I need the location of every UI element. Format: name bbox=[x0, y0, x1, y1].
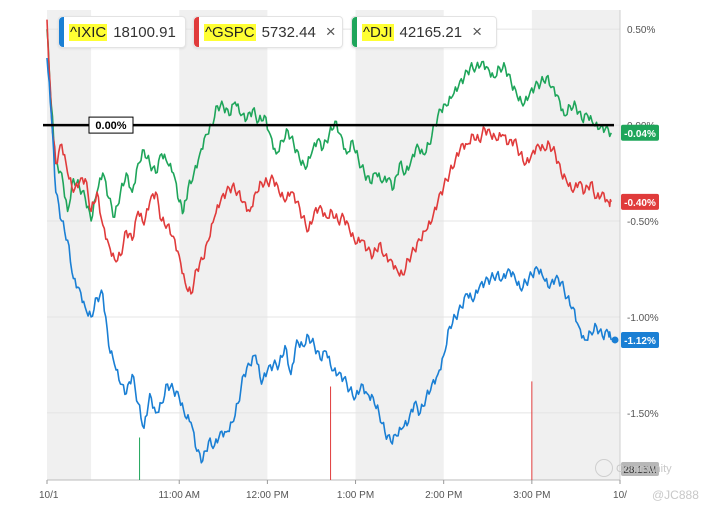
remove-dji-icon[interactable]: × bbox=[472, 22, 483, 41]
last-value-badge bbox=[621, 124, 659, 141]
last-value-label: -1.12% bbox=[624, 336, 656, 347]
watermark-handle: @JC888 bbox=[652, 488, 699, 502]
ticker-color-bar bbox=[352, 17, 357, 47]
series-line-dji bbox=[46, 29, 612, 222]
x-tick-label: 10/ bbox=[613, 490, 627, 501]
last-value-label: -0.40% bbox=[624, 198, 656, 209]
last-value-badge bbox=[621, 193, 659, 210]
y-tick-label: -1.00% bbox=[627, 313, 659, 324]
ticker-symbol: ^IXIC bbox=[69, 23, 108, 41]
y-tick-label: -0.50% bbox=[627, 217, 659, 228]
ticker-color-bar bbox=[194, 17, 199, 47]
x-tick-label: 1:00 PM bbox=[337, 490, 374, 501]
last-value-label: -0.04% bbox=[624, 129, 656, 140]
y-tick-label: -1.50% bbox=[627, 409, 659, 420]
x-tick-label: 3:00 PM bbox=[513, 490, 550, 501]
ticker-chip-gspc[interactable]: ^GSPC 5732.44 × bbox=[193, 16, 343, 48]
series-line-ixic bbox=[46, 57, 612, 464]
x-tick-label: 12:00 PM bbox=[246, 490, 289, 501]
ticker-value: 42165.21 bbox=[399, 23, 463, 41]
time-band bbox=[531, 10, 620, 480]
ticker-symbol: ^DJI bbox=[362, 23, 394, 41]
community-logo-icon bbox=[595, 459, 613, 477]
last-value-dot bbox=[611, 336, 619, 344]
remove-gspc-icon[interactable]: × bbox=[325, 22, 336, 41]
x-tick-label: 10/1 bbox=[39, 490, 59, 501]
ticker-color-bar bbox=[59, 17, 64, 47]
volume-label: 28.15M bbox=[623, 465, 656, 476]
time-band bbox=[179, 10, 268, 480]
y-tick-label: 0.50% bbox=[627, 25, 655, 36]
ticker-symbol: ^GSPC bbox=[204, 23, 256, 41]
zero-label-box bbox=[88, 116, 134, 134]
time-band bbox=[355, 10, 444, 480]
volume-badge bbox=[621, 462, 659, 476]
ticker-chip-dji[interactable]: ^DJI 42165.21 × bbox=[351, 16, 497, 48]
ticker-chip-ixic[interactable]: ^IXIC 18100.91 bbox=[58, 16, 186, 48]
x-tick-label: 11:00 AM bbox=[158, 490, 200, 501]
ticker-value: 18100.91 bbox=[113, 23, 176, 41]
last-value-badge bbox=[621, 331, 659, 348]
ticker-value: 5732.44 bbox=[261, 23, 316, 41]
series-line-gspc bbox=[46, 19, 612, 295]
x-tick-label: 2:00 PM bbox=[425, 490, 462, 501]
watermark-community: Community bbox=[616, 463, 672, 475]
zero-reference-label: 0.00% bbox=[95, 120, 126, 132]
